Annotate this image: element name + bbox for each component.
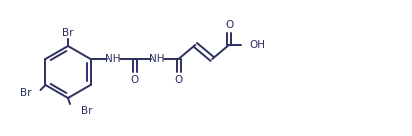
- Text: Br: Br: [81, 106, 93, 116]
- Text: NH: NH: [149, 54, 164, 64]
- Text: NH: NH: [105, 54, 120, 64]
- Text: O: O: [225, 20, 233, 30]
- Text: O: O: [130, 75, 139, 85]
- Text: Br: Br: [62, 28, 74, 38]
- Text: Br: Br: [20, 88, 31, 98]
- Text: OH: OH: [249, 40, 265, 50]
- Text: O: O: [174, 75, 183, 85]
